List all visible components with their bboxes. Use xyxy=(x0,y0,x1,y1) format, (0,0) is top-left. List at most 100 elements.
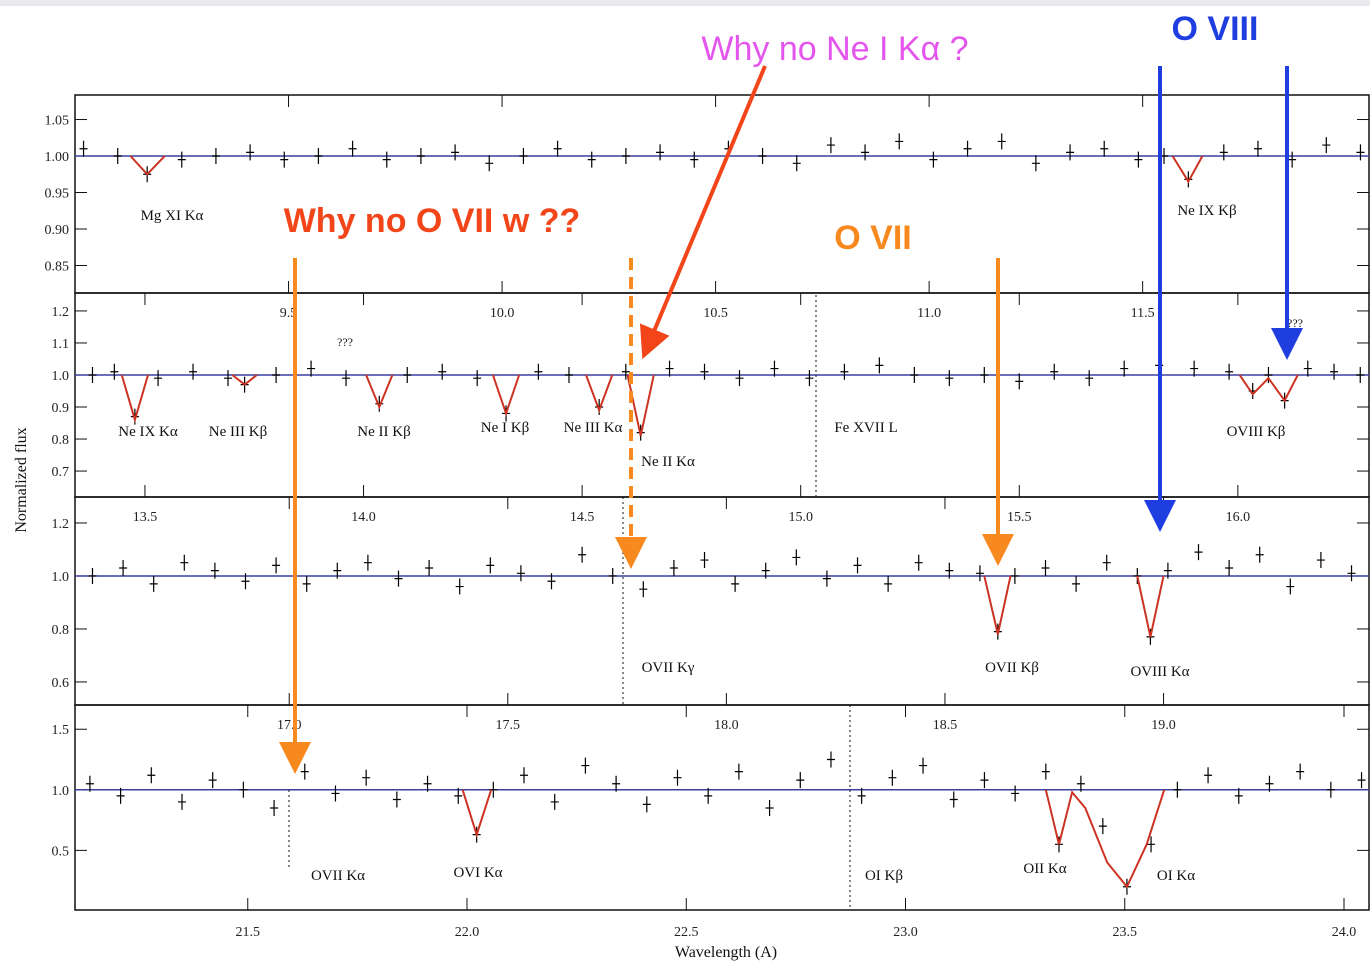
data-point xyxy=(929,151,938,168)
data-point xyxy=(1120,360,1129,377)
y-tick-label: 1.05 xyxy=(45,114,70,129)
data-point xyxy=(734,763,743,780)
line-label: Ne II Kα xyxy=(641,454,695,470)
x-tick-label: 14.5 xyxy=(570,510,595,525)
data-point xyxy=(1098,818,1107,835)
data-point xyxy=(1031,155,1040,172)
data-point xyxy=(1234,787,1243,804)
annotation: Why no O VII w ?? xyxy=(284,202,581,240)
line-label: OVI Kα xyxy=(453,865,502,881)
line-label: Ne IX Kβ xyxy=(1177,203,1236,219)
data-point xyxy=(919,757,928,774)
x-tick-label: 23.5 xyxy=(1113,925,1138,940)
line-label: OII Kα xyxy=(1023,861,1066,877)
data-point xyxy=(1356,366,1365,383)
data-point xyxy=(861,144,870,161)
data-point xyxy=(119,560,128,577)
data-point xyxy=(342,370,351,387)
x-tick-label: 9.5 xyxy=(280,306,298,321)
data-point xyxy=(949,791,958,808)
data-point xyxy=(272,557,281,574)
data-point xyxy=(451,144,460,161)
data-point xyxy=(1066,144,1075,161)
x-tick-label: 15.5 xyxy=(1007,510,1032,525)
data-point xyxy=(382,151,391,168)
line-label: Ne I Kβ xyxy=(481,420,529,436)
data-point xyxy=(997,133,1006,150)
data-point xyxy=(314,148,323,165)
data-point xyxy=(910,366,919,383)
line-label: Ne II Kβ xyxy=(357,424,410,440)
data-point xyxy=(1076,775,1085,792)
data-point xyxy=(88,567,97,584)
data-point xyxy=(700,363,709,380)
line-label: OVIII Kβ xyxy=(1227,424,1286,440)
line-label: Ne IX Kα xyxy=(118,424,178,440)
data-point xyxy=(85,775,94,792)
data-point xyxy=(177,793,186,810)
y-tick-label: 0.95 xyxy=(45,187,70,202)
data-point xyxy=(796,772,805,789)
y-tick-label: 0.6 xyxy=(52,676,70,691)
data-point xyxy=(362,769,371,786)
data-point xyxy=(1296,763,1305,780)
data-point xyxy=(587,151,596,168)
data-point xyxy=(394,570,403,587)
data-point xyxy=(1265,775,1274,792)
data-point xyxy=(792,155,801,172)
y-tick-label: 0.90 xyxy=(45,223,70,238)
data-point xyxy=(550,793,559,810)
data-point xyxy=(270,799,279,816)
line-label: Fe XVII L xyxy=(834,420,897,436)
data-point xyxy=(1303,360,1312,377)
data-point xyxy=(1356,144,1365,161)
data-point xyxy=(792,549,801,566)
x-tick-label: 18.0 xyxy=(714,718,739,733)
data-point xyxy=(211,148,220,165)
data-point xyxy=(1322,137,1331,154)
x-axis-label: Wavelength (A) xyxy=(675,944,777,961)
y-axis-label: Normalized flux xyxy=(13,427,30,532)
annotation: Why no Ne I Kα ? xyxy=(701,30,968,68)
data-point xyxy=(403,366,412,383)
data-point xyxy=(1194,544,1203,561)
data-point xyxy=(731,575,740,592)
annotation: O VIII xyxy=(1172,10,1259,48)
data-point xyxy=(1288,151,1297,168)
y-tick-label: 0.8 xyxy=(52,433,70,448)
data-point xyxy=(1085,370,1094,387)
data-point xyxy=(1330,363,1339,380)
data-point xyxy=(578,546,587,563)
data-point xyxy=(239,781,248,798)
x-tick-label: 16.0 xyxy=(1226,510,1251,525)
data-point xyxy=(1102,554,1111,571)
data-point xyxy=(416,148,425,165)
panel-frame xyxy=(74,94,1370,294)
data-point xyxy=(272,366,281,383)
data-point xyxy=(735,370,744,387)
y-tick-label: 0.7 xyxy=(52,465,70,480)
data-point xyxy=(1072,575,1081,592)
data-point xyxy=(1050,363,1059,380)
data-point xyxy=(642,796,651,813)
line-label: OVII Kβ xyxy=(985,660,1039,676)
y-tick-label: 0.85 xyxy=(45,259,70,274)
data-point xyxy=(945,370,954,387)
data-point xyxy=(1163,562,1172,579)
line-label: OVII Kγ xyxy=(642,660,695,676)
y-tick-label: 1.5 xyxy=(52,723,70,738)
data-point xyxy=(1357,772,1366,789)
data-point xyxy=(280,151,289,168)
line-label: ??? xyxy=(1287,316,1303,330)
x-tick-label: 17.0 xyxy=(277,718,302,733)
data-point xyxy=(884,575,893,592)
data-point xyxy=(210,562,219,579)
x-tick-label: 10.0 xyxy=(490,306,515,321)
x-tick-label: 18.5 xyxy=(933,718,958,733)
panel-frame xyxy=(74,292,1370,498)
x-tick-label: 17.5 xyxy=(496,718,521,733)
line-label: OVII Kα xyxy=(311,868,365,884)
data-point xyxy=(656,144,665,161)
data-point xyxy=(1041,763,1050,780)
y-tick-label: 1.00 xyxy=(45,150,70,165)
